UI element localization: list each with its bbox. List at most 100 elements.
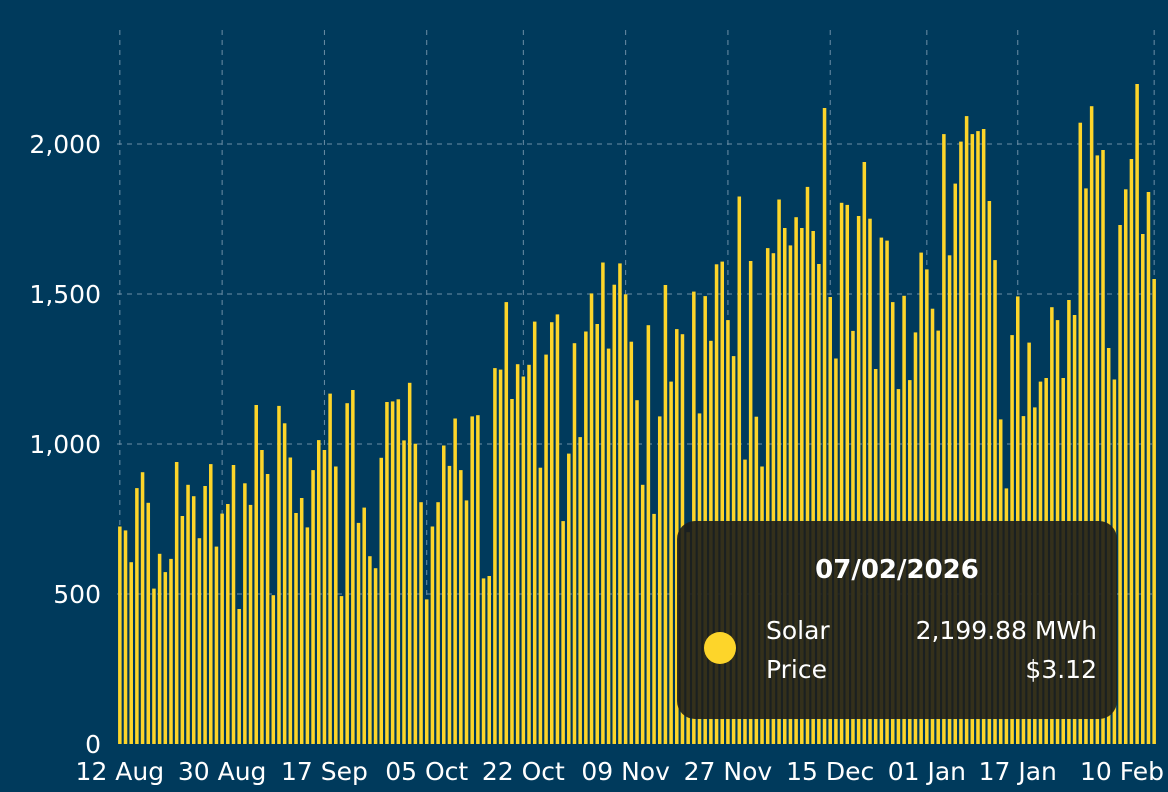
bar[interactable] [879, 237, 884, 744]
bar[interactable] [1135, 84, 1139, 744]
bar[interactable] [572, 343, 577, 744]
bar[interactable] [328, 393, 332, 744]
bar[interactable] [669, 381, 673, 744]
bar[interactable] [663, 285, 668, 744]
bar[interactable] [657, 416, 662, 744]
bar[interactable] [1084, 188, 1088, 744]
bar[interactable] [470, 416, 474, 744]
bar[interactable] [925, 269, 929, 744]
bar[interactable] [356, 522, 361, 744]
bar[interactable] [316, 440, 321, 744]
bar[interactable] [800, 228, 804, 744]
bar[interactable] [345, 403, 349, 744]
bar[interactable] [140, 472, 145, 744]
bar[interactable] [555, 314, 560, 744]
bar[interactable] [612, 284, 617, 744]
bar[interactable] [595, 324, 599, 744]
bar[interactable] [1118, 225, 1122, 744]
bar[interactable] [532, 321, 537, 744]
bar[interactable] [1095, 155, 1100, 744]
bar[interactable] [1152, 279, 1156, 744]
bar[interactable] [635, 400, 639, 744]
bar[interactable] [504, 302, 509, 744]
bar[interactable] [294, 513, 298, 744]
bar[interactable] [430, 526, 435, 745]
bar[interactable] [703, 296, 707, 744]
bar[interactable] [714, 264, 719, 744]
bar[interactable] [464, 500, 469, 744]
bar[interactable] [163, 572, 168, 744]
bar[interactable] [561, 521, 565, 744]
bar[interactable] [976, 131, 980, 745]
bar[interactable] [623, 294, 628, 744]
bar[interactable] [538, 467, 543, 744]
bar[interactable] [567, 453, 571, 744]
bar[interactable] [589, 293, 594, 744]
bar[interactable] [231, 465, 236, 744]
bar[interactable] [305, 527, 310, 744]
bar[interactable] [1016, 296, 1020, 744]
bar[interactable] [243, 483, 247, 744]
bar[interactable] [856, 216, 861, 744]
bar[interactable] [476, 415, 480, 744]
bar[interactable] [135, 488, 139, 744]
bar[interactable] [254, 405, 258, 744]
bar[interactable] [191, 496, 196, 744]
bar[interactable] [1123, 189, 1128, 745]
bar[interactable] [453, 418, 457, 745]
bar[interactable] [146, 502, 151, 744]
bar[interactable] [1101, 150, 1105, 744]
bar[interactable] [299, 498, 304, 744]
bar[interactable] [237, 609, 241, 744]
bar[interactable] [277, 405, 281, 744]
bar[interactable] [783, 228, 787, 744]
bar[interactable] [549, 322, 554, 744]
bar[interactable] [265, 474, 270, 744]
bar[interactable] [498, 369, 503, 744]
bar[interactable] [845, 204, 850, 744]
bar[interactable] [442, 445, 446, 745]
bar[interactable] [334, 466, 338, 745]
bar[interactable] [493, 368, 497, 744]
bar[interactable] [459, 470, 463, 744]
bar[interactable] [436, 502, 440, 744]
bar[interactable] [737, 196, 742, 745]
bar[interactable] [578, 437, 582, 744]
bar[interactable] [1078, 122, 1083, 744]
bar[interactable] [584, 331, 588, 745]
bar[interactable] [152, 588, 156, 744]
bar[interactable] [390, 401, 395, 744]
bar[interactable] [248, 504, 253, 744]
bar[interactable] [817, 264, 821, 744]
bar[interactable] [805, 186, 810, 744]
bar[interactable] [288, 457, 293, 745]
bar[interactable] [322, 450, 327, 744]
bar[interactable] [311, 470, 315, 744]
bar[interactable] [197, 538, 202, 744]
bar[interactable] [765, 248, 770, 744]
bar[interactable] [521, 376, 526, 745]
bar[interactable] [675, 329, 679, 744]
bar[interactable] [822, 108, 827, 744]
bar[interactable] [203, 486, 207, 744]
bar[interactable] [993, 260, 997, 744]
bar[interactable] [902, 295, 906, 744]
bar[interactable] [379, 457, 384, 744]
bar[interactable] [862, 162, 867, 744]
bar[interactable] [970, 134, 975, 745]
bar[interactable] [129, 562, 133, 744]
bar[interactable] [214, 546, 219, 744]
bar[interactable] [402, 440, 406, 744]
bar[interactable] [362, 507, 366, 744]
bar[interactable] [527, 364, 531, 744]
bar[interactable] [169, 558, 173, 744]
bar[interactable] [282, 423, 287, 744]
bar[interactable] [419, 502, 423, 744]
bar[interactable] [220, 513, 224, 744]
bar[interactable] [271, 595, 276, 744]
bar[interactable] [885, 240, 889, 744]
bar[interactable] [692, 291, 696, 744]
bar[interactable] [544, 354, 548, 744]
bar[interactable] [987, 201, 992, 744]
bar[interactable] [368, 556, 372, 744]
